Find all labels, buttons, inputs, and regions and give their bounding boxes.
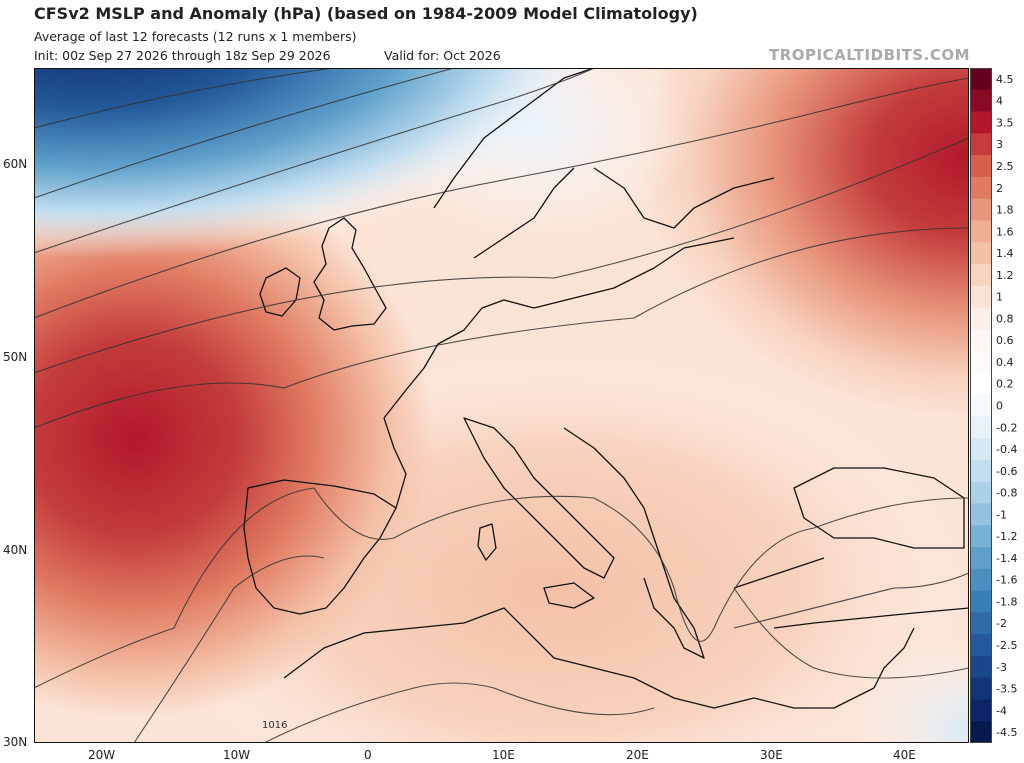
colorbar-label: 0.4 bbox=[996, 356, 1014, 369]
colorbar-swatch bbox=[970, 372, 992, 396]
colorbar-label: -1.2 bbox=[996, 530, 1017, 543]
colorbar-label: -1.4 bbox=[996, 552, 1017, 565]
colorbar-label: -4.5 bbox=[996, 726, 1017, 739]
colorbar-swatch bbox=[970, 481, 992, 504]
lon-label-30e: 30E bbox=[760, 748, 783, 762]
colorbar-swatch bbox=[970, 655, 992, 679]
colorbar-swatch bbox=[970, 307, 992, 330]
lat-label-60n: 60N bbox=[3, 157, 28, 171]
anomaly-map: 1016 bbox=[34, 68, 969, 743]
lat-label-50n: 50N bbox=[3, 350, 28, 364]
colorbar-swatch bbox=[970, 220, 992, 243]
colorbar-swatch bbox=[970, 242, 992, 265]
colorbar-swatch bbox=[970, 329, 992, 352]
colorbar-label: -1.8 bbox=[996, 595, 1017, 608]
colorbar-swatch bbox=[970, 612, 992, 635]
colorbar-swatch bbox=[970, 68, 992, 91]
lon-label-10w: 10W bbox=[223, 748, 251, 762]
colorbar-label: 0.2 bbox=[996, 378, 1014, 391]
colorbar-label: -1 bbox=[996, 508, 1007, 521]
isobar-label: 1016 bbox=[262, 720, 287, 731]
colorbar-label: 2 bbox=[996, 182, 1003, 195]
colorbar-label: 3.5 bbox=[996, 116, 1014, 129]
site-credit: TROPICALTIDBITS.COM bbox=[769, 46, 970, 64]
lon-label-20e: 20E bbox=[626, 748, 649, 762]
lon-label-0: 0 bbox=[364, 748, 372, 762]
colorbar-swatch bbox=[970, 699, 992, 722]
colorbar-label: -4 bbox=[996, 704, 1007, 717]
colorbar-swatch bbox=[970, 547, 992, 570]
chart-subtitle: Average of last 12 forecasts (12 runs x … bbox=[34, 29, 357, 44]
colorbar-swatch bbox=[970, 503, 992, 526]
colorbar-label: -3 bbox=[996, 661, 1007, 674]
colorbar-swatch bbox=[970, 525, 992, 548]
colorbar-label: -0.8 bbox=[996, 487, 1017, 500]
colorbar-swatch bbox=[970, 438, 992, 461]
colorbar-label: -0.6 bbox=[996, 465, 1017, 478]
colorbar-label: 1.4 bbox=[996, 247, 1014, 260]
colorbar-label: 0.8 bbox=[996, 312, 1014, 325]
colorbar-label: -1.6 bbox=[996, 574, 1017, 587]
lat-label-30n: 30N bbox=[3, 735, 28, 749]
colorbar-label: 3 bbox=[996, 138, 1003, 151]
init-time-label: Init: 00z Sep 27 2026 through 18z Sep 29… bbox=[34, 48, 331, 63]
colorbar-swatch bbox=[970, 176, 992, 200]
colorbar-swatch bbox=[970, 133, 992, 156]
colorbar-label: 4 bbox=[996, 95, 1003, 108]
lat-label-40n: 40N bbox=[3, 543, 28, 557]
colorbar-label: -0.4 bbox=[996, 443, 1017, 456]
colorbar-swatch bbox=[970, 634, 992, 657]
colorbar-label: 0 bbox=[996, 400, 1003, 413]
colorbar-label: 1.6 bbox=[996, 225, 1014, 238]
colorbar-label: 0.6 bbox=[996, 334, 1014, 347]
colorbar-swatch bbox=[970, 351, 992, 374]
colorbar-label: 1.8 bbox=[996, 204, 1014, 217]
colorbar-swatch bbox=[970, 285, 992, 309]
lon-label-20w: 20W bbox=[88, 748, 116, 762]
colorbar-swatch bbox=[970, 416, 992, 439]
colorbar-swatch bbox=[970, 677, 992, 700]
colorbar-swatch bbox=[970, 155, 992, 178]
colorbar-swatch bbox=[970, 111, 992, 134]
colorbar-swatch bbox=[970, 568, 992, 592]
isobars bbox=[34, 68, 969, 743]
chart-title: CFSv2 MSLP and Anomaly (hPa) (based on 1… bbox=[34, 4, 698, 23]
colorbar-label: 4.5 bbox=[996, 73, 1014, 86]
colorbar-swatch bbox=[970, 721, 992, 743]
colorbar-swatch bbox=[970, 590, 992, 613]
colorbar-swatch bbox=[970, 89, 992, 113]
lon-label-40e: 40E bbox=[893, 748, 916, 762]
colorbar-label: 1 bbox=[996, 291, 1003, 304]
colorbar: 4.5 4 3.5 3 2.5 2 1.8 1.6 1.4 1.2 1 0.8 0.6 0.4 0.2 0 -0… bbox=[970, 68, 1017, 743]
colorbar-swatch bbox=[970, 198, 992, 221]
colorbar-label: -3.5 bbox=[996, 683, 1017, 696]
colorbar-label: -0.2 bbox=[996, 421, 1017, 434]
colorbar-swatch bbox=[970, 394, 992, 417]
colorbar-label: -2.5 bbox=[996, 639, 1017, 652]
colorbar-label: 1.2 bbox=[996, 269, 1014, 282]
colorbar-label: 2.5 bbox=[996, 160, 1014, 173]
colorbar-label: -2 bbox=[996, 617, 1007, 630]
lon-label-10e: 10E bbox=[492, 748, 515, 762]
coastlines bbox=[243, 68, 969, 709]
colorbar-swatch bbox=[970, 459, 992, 483]
colorbar-swatch bbox=[970, 263, 992, 287]
valid-time-label: Valid for: Oct 2026 bbox=[384, 48, 501, 63]
